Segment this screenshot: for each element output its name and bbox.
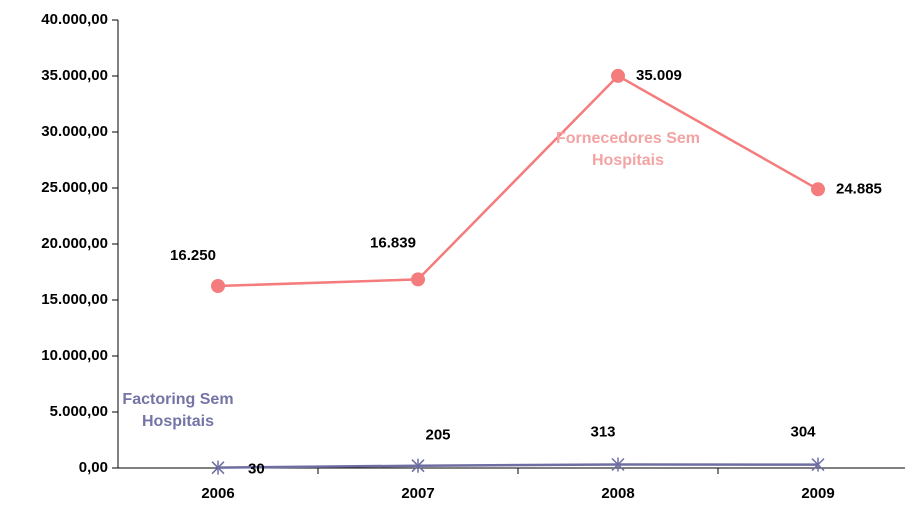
x-tick-label: 2007 bbox=[401, 485, 434, 502]
point-marker bbox=[411, 458, 425, 473]
data-label: 16.839 bbox=[370, 234, 416, 251]
x-tick-label: 2008 bbox=[601, 485, 634, 502]
data-label: 16.250 bbox=[170, 247, 216, 264]
y-tick-label: 35.000,00 bbox=[41, 67, 108, 84]
y-tick-label: 5.000,00 bbox=[50, 403, 108, 420]
data-label: 24.885 bbox=[836, 180, 882, 197]
y-tick-label: 10.000,00 bbox=[41, 347, 108, 364]
series-label: Factoring Sem Hospitais bbox=[122, 391, 234, 430]
point-marker bbox=[811, 457, 825, 472]
x-tick-label: 2006 bbox=[201, 485, 234, 502]
data-label: 313 bbox=[590, 423, 615, 440]
y-tick-label: 15.000,00 bbox=[41, 291, 108, 308]
y-tick-label: 30.000,00 bbox=[41, 123, 108, 140]
series-line bbox=[217, 74, 819, 288]
y-tick-label: 20.000,00 bbox=[41, 235, 108, 252]
series-label: Fornecedores Sem Hospitais bbox=[555, 130, 701, 169]
point-marker bbox=[611, 457, 625, 472]
point-marker bbox=[211, 279, 225, 293]
data-label: 205 bbox=[425, 427, 450, 444]
data-label: 35.009 bbox=[636, 67, 682, 84]
x-tick-label: 2009 bbox=[801, 485, 834, 502]
point-marker bbox=[211, 460, 225, 475]
data-label: 30 bbox=[248, 461, 265, 478]
data-label: 304 bbox=[790, 424, 816, 441]
point-marker bbox=[411, 272, 425, 287]
y-tick-label: 25.000,00 bbox=[41, 179, 108, 196]
point-marker bbox=[811, 182, 825, 197]
series-line bbox=[217, 463, 819, 469]
point-marker bbox=[611, 68, 625, 83]
y-tick-label: 40.000,00 bbox=[41, 11, 108, 28]
y-tick-label: 0,00 bbox=[79, 459, 108, 476]
